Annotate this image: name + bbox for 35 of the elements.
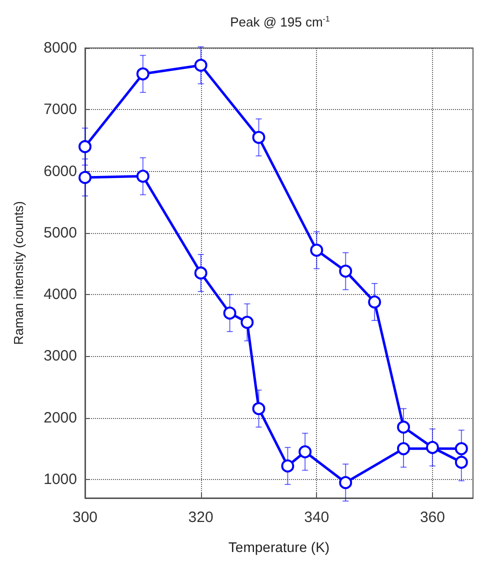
point xyxy=(136,170,150,183)
point xyxy=(368,295,382,308)
point xyxy=(194,58,208,72)
x-tick-label: 300 xyxy=(72,509,98,526)
point xyxy=(281,459,294,472)
point xyxy=(454,456,468,469)
x-tick-label: 320 xyxy=(188,509,214,526)
point xyxy=(240,316,254,329)
point xyxy=(339,264,352,278)
y-tick-label: 6000 xyxy=(44,162,77,180)
point xyxy=(78,170,92,184)
x-tick-label: 340 xyxy=(304,509,330,526)
point xyxy=(397,442,410,456)
y-tick-label: 3000 xyxy=(44,348,77,365)
y-tick-label: 1000 xyxy=(44,471,77,488)
y-axis-title: Raman intensity (counts) xyxy=(11,201,26,345)
point xyxy=(136,67,150,80)
point xyxy=(298,445,312,458)
y-tick-label: 2000 xyxy=(44,409,77,426)
point xyxy=(339,476,352,490)
y-tick-label: 7000 xyxy=(44,101,77,118)
point xyxy=(194,266,208,280)
point xyxy=(223,306,236,320)
y-tick-label: 8000 xyxy=(44,40,77,56)
point xyxy=(252,130,266,144)
point xyxy=(454,442,468,456)
point xyxy=(252,402,266,416)
point xyxy=(78,140,92,154)
x-axis-title: Temperature (K) xyxy=(228,539,330,555)
point xyxy=(426,440,439,454)
point xyxy=(397,420,410,434)
point xyxy=(310,244,324,257)
y-tick-label: 4000 xyxy=(44,286,77,304)
y-tick-label: 5000 xyxy=(44,224,77,242)
x-tick-label: 360 xyxy=(420,509,445,526)
